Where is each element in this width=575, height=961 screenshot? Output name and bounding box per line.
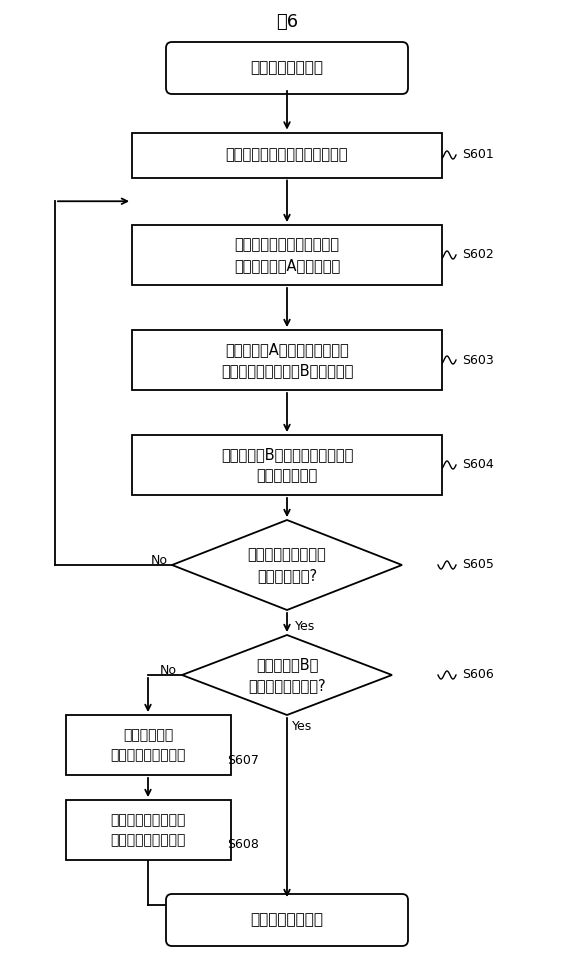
Text: No: No	[151, 554, 168, 566]
Text: No: No	[160, 663, 177, 677]
Bar	[132, 435, 442, 495]
Text: S602: S602	[462, 249, 494, 261]
Text: 複製構成管理
テーブルに書き込む: 複製構成管理 テーブルに書き込む	[110, 728, 186, 762]
Text: 新しい中継複製先を
処理対象に設定する: 新しい中継複製先を 処理対象に設定する	[110, 813, 186, 847]
Bar	[132, 330, 442, 390]
Text: 現在の複製先を処理対象にする: 現在の複製先を処理対象にする	[226, 147, 348, 162]
Bar	[132, 225, 442, 285]
Bar	[132, 133, 442, 178]
Text: 複製計画処理開始: 複製計画処理開始	[251, 61, 324, 76]
Text: S607: S607	[227, 753, 259, 767]
Text: 組み合わせBのデータ保護重みの
総和を計算する: 組み合わせBのデータ保護重みの 総和を計算する	[221, 447, 353, 483]
Text: 図6: 図6	[276, 13, 298, 31]
Text: S605: S605	[462, 558, 494, 572]
Text: Yes: Yes	[295, 620, 315, 633]
Text: S601: S601	[462, 149, 494, 161]
Polygon shape	[182, 635, 392, 715]
Bar	[66, 715, 231, 775]
Text: 組み合わせAから冗長データを
削除した組み合わせBを作成する: 組み合わせAから冗長データを 削除した組み合わせBを作成する	[221, 342, 353, 378]
Text: S603: S603	[462, 354, 494, 366]
Text: 総和が現在の複製先
よりも大きい?: 総和が現在の複製先 よりも大きい?	[248, 547, 327, 583]
Text: S608: S608	[227, 839, 259, 851]
Polygon shape	[172, 520, 402, 610]
FancyBboxPatch shape	[166, 42, 408, 94]
Bar	[66, 800, 231, 860]
FancyBboxPatch shape	[166, 894, 408, 946]
Text: Yes: Yes	[292, 720, 312, 733]
Text: S604: S604	[462, 458, 494, 472]
Text: 組み合わせBが
移行複製先と一致?: 組み合わせBが 移行複製先と一致?	[248, 657, 326, 693]
Text: 複製計画処理終了: 複製計画処理終了	[251, 913, 324, 927]
Text: 移行複製先に近づく複製先
の組み合わせAを作成する: 移行複製先に近づく複製先 の組み合わせAを作成する	[234, 237, 340, 273]
Text: S606: S606	[462, 669, 494, 681]
